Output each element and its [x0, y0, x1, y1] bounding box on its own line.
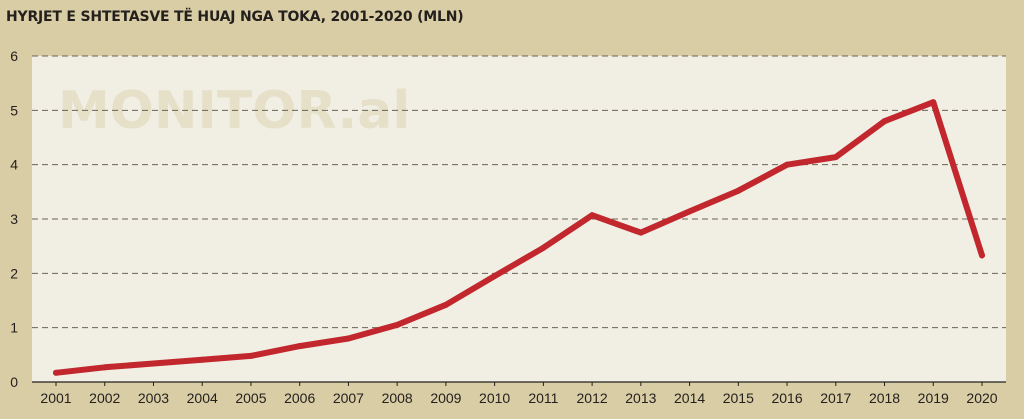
data-point-2009 [442, 301, 449, 308]
y-tick-label-6: 6 [10, 48, 18, 64]
x-tick-label-2014: 2014 [674, 390, 705, 406]
x-tick-label-2009: 2009 [430, 390, 461, 406]
y-tick-labels: 0 1 2 3 4 5 6 [10, 48, 18, 390]
data-point-2011 [540, 244, 547, 251]
watermark-text: MONITOR.al [58, 81, 410, 141]
x-tick-label-2012: 2012 [577, 390, 608, 406]
series-line-0 [53, 99, 985, 376]
y-tick-label-4: 4 [10, 157, 18, 173]
y-tick-label-0: 0 [10, 374, 18, 390]
chart-title: HYRJET E SHTETASVE TË HUAJ NGA TOKA, 200… [6, 9, 464, 25]
x-tick-label-2019: 2019 [918, 390, 949, 406]
y-tick-label-5: 5 [10, 102, 18, 118]
x-tick-label-2005: 2005 [235, 390, 266, 406]
y-tick-label-2: 2 [10, 265, 18, 281]
data-point-2015 [735, 187, 742, 194]
data-point-2017 [832, 154, 839, 161]
data-point-2004 [199, 356, 206, 363]
y-tick-label-1: 1 [10, 320, 18, 336]
x-tick-label-2007: 2007 [333, 390, 364, 406]
data-point-2002 [101, 364, 108, 371]
x-tick-label-2008: 2008 [382, 390, 413, 406]
gridlines [32, 55, 1006, 329]
series-layer [53, 99, 985, 376]
x-tick-label-2002: 2002 [89, 390, 120, 406]
x-tick-label-2011: 2011 [528, 390, 558, 406]
data-point-2007 [345, 335, 352, 342]
data-point-2019 [930, 99, 937, 106]
data-point-2006 [296, 343, 303, 350]
data-point-2020 [979, 252, 985, 259]
data-point-2018 [881, 118, 888, 125]
x-tick-label-2003: 2003 [138, 390, 169, 406]
x-tick-labels: 2001 2002 2003 2004 2005 2006 2007 2008 2009 2010… [40, 390, 997, 406]
data-point-2010 [491, 273, 498, 280]
data-point-2003 [150, 360, 157, 367]
axes [32, 381, 1006, 386]
data-point-2001 [53, 369, 59, 376]
data-point-2012 [589, 212, 596, 219]
y-tick-label-3: 3 [10, 211, 18, 227]
x-tick-label-2018: 2018 [869, 390, 900, 406]
x-tick-label-2017: 2017 [820, 390, 851, 406]
x-tick-label-2004: 2004 [187, 390, 218, 406]
x-tick-label-2020: 2020 [966, 390, 997, 406]
x-tick-label-2006: 2006 [284, 390, 315, 406]
x-tick-label-2013: 2013 [625, 390, 656, 406]
x-tick-label-2015: 2015 [723, 390, 754, 406]
data-point-2008 [394, 321, 401, 328]
data-point-2014 [686, 208, 693, 215]
x-tick-label-2001: 2001 [40, 390, 71, 406]
x-tick-label-2010: 2010 [479, 390, 510, 406]
data-point-2005 [247, 352, 254, 359]
data-point-2016 [784, 161, 791, 168]
x-tick-label-2016: 2016 [771, 390, 802, 406]
data-point-2013 [637, 229, 644, 236]
